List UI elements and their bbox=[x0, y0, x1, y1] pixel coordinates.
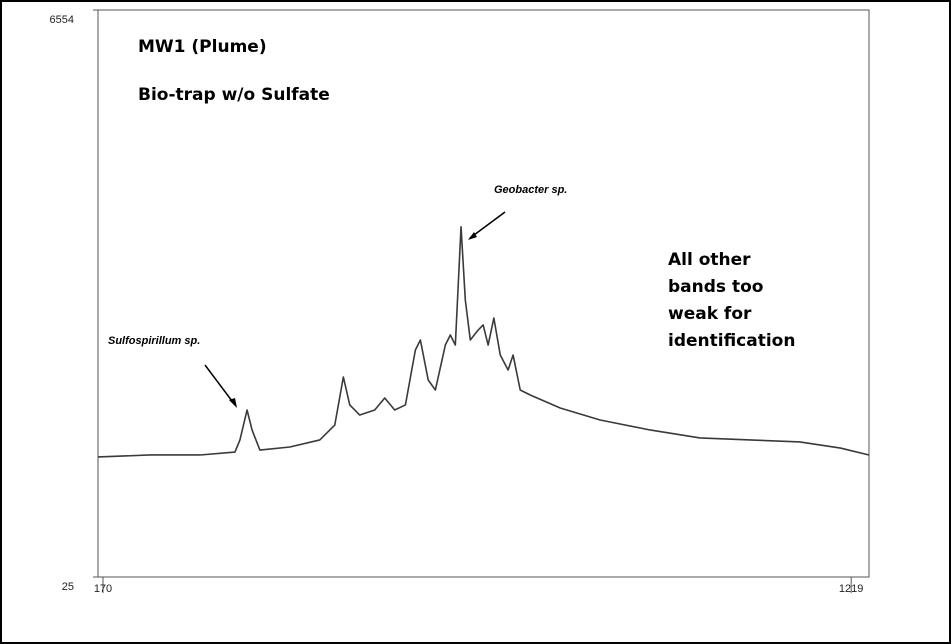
annotation: Sulfospirillum sp. bbox=[108, 335, 200, 347]
arrow bbox=[204, 364, 236, 406]
arrow-head bbox=[468, 232, 477, 240]
annotation: identification bbox=[668, 331, 795, 351]
y-tick-label: 6554 bbox=[50, 14, 74, 26]
chart-subtitle: Bio-trap w/o Sulfate bbox=[138, 85, 330, 105]
trace bbox=[97, 225, 870, 458]
arrow-head bbox=[229, 398, 237, 408]
x-tick-label: 1219 bbox=[839, 583, 863, 595]
annotation: All other bbox=[668, 250, 751, 270]
chart-title: MW1 (Plume) bbox=[138, 37, 267, 57]
annotation: bands too bbox=[668, 277, 763, 297]
arrow bbox=[469, 211, 506, 239]
x-tick-label: 170 bbox=[94, 583, 112, 595]
plot-frame bbox=[97, 9, 870, 578]
annotation: Geobacter sp. bbox=[494, 184, 567, 196]
y-tick-label: 25 bbox=[62, 581, 74, 593]
annotation: weak for bbox=[668, 304, 752, 324]
